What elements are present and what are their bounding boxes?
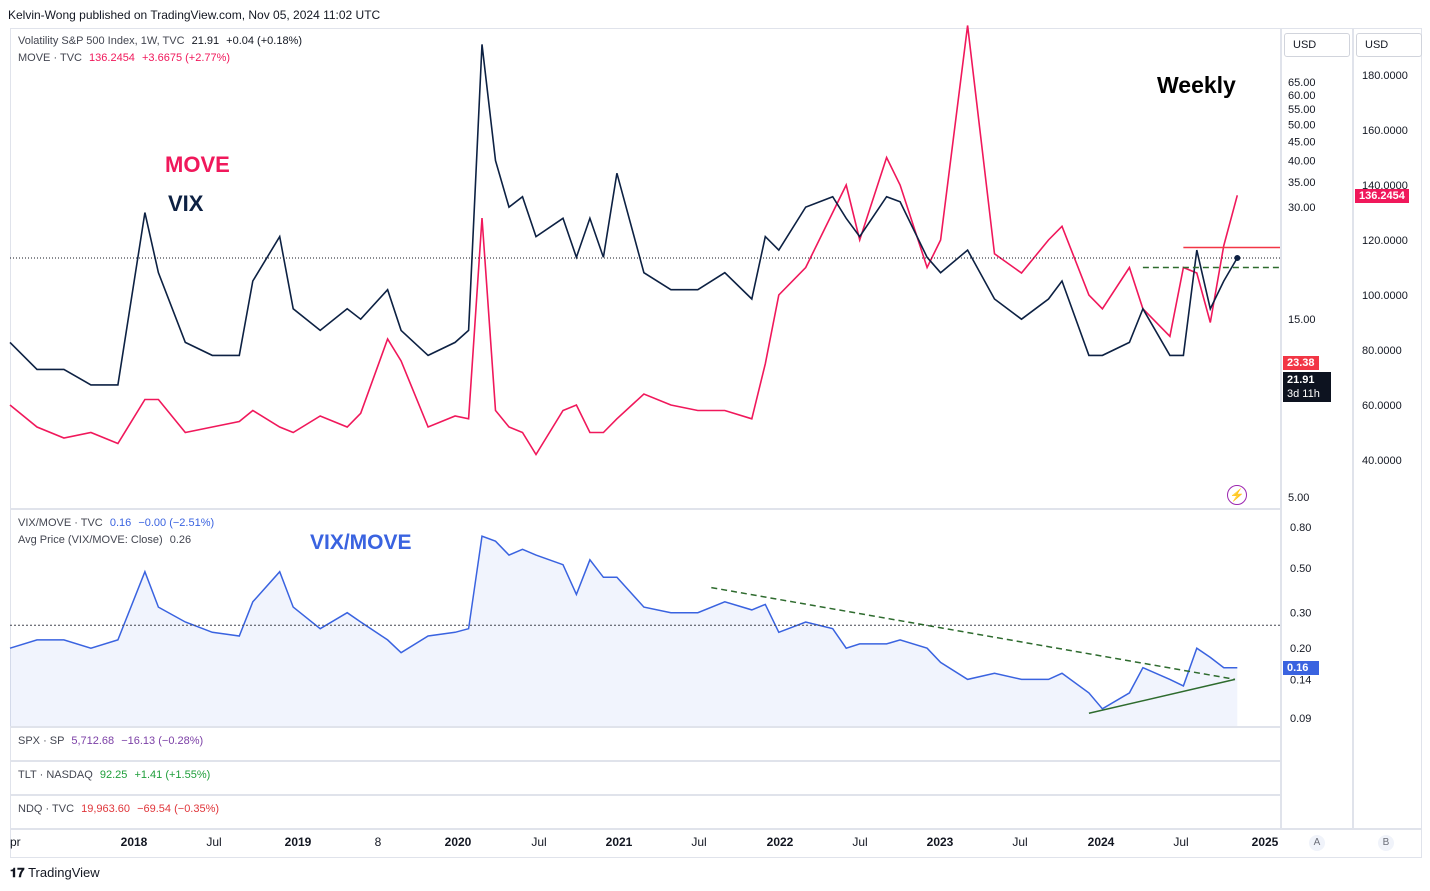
avg-legend-name: Avg Price (VIX/MOVE: Close): [18, 534, 163, 546]
vix-price-value: 21.91: [1287, 374, 1315, 386]
tlt-legend-change: +1.41 (+1.55%): [134, 769, 211, 781]
ratio-price-tag: 0.16: [1283, 661, 1319, 675]
publisher-header: Kelvin-Wong published on TradingView.com…: [8, 8, 381, 22]
spx-legend-value: 5,712.68: [71, 735, 115, 747]
lightning-icon[interactable]: ⚡: [1227, 485, 1247, 505]
vix-legend-change: +0.04 (+0.18%): [226, 35, 303, 47]
ratio-label: VIX/MOVE: [310, 531, 412, 554]
pane-button-a[interactable]: A: [1309, 835, 1325, 851]
right-axis-2[interactable]: [1352, 28, 1422, 830]
ratio-legend-name: VIX/MOVE · TVC: [18, 517, 103, 529]
vix-label: VIX: [168, 191, 204, 216]
main-pane[interactable]: [10, 28, 1282, 510]
move-legend-name: MOVE · TVC: [18, 52, 82, 64]
spx-pane[interactable]: [10, 726, 1282, 762]
avg-legend-value: 0.26: [169, 534, 192, 546]
spx-legend-change: −16.13 (−0.28%): [121, 735, 204, 747]
avg-legend[interactable]: Avg Price (VIX/MOVE: Close) 0.26: [18, 534, 191, 546]
weekly-label: Weekly: [1157, 72, 1236, 98]
footer-brand-text: TradingView: [28, 865, 100, 880]
tlt-pane[interactable]: [10, 760, 1282, 796]
ndq-legend-value: 19,963.60: [81, 803, 131, 815]
move-label: MOVE: [165, 152, 230, 177]
spx-legend-name: SPX · SP: [18, 735, 65, 747]
currency-right[interactable]: USD: [1356, 33, 1422, 57]
ratio-pane[interactable]: [10, 508, 1282, 728]
x-axis[interactable]: [10, 828, 1422, 858]
move-legend[interactable]: MOVE · TVC 136.2454 +3.6675 (+2.77%): [18, 52, 230, 64]
vix-legend-value: 21.91: [191, 35, 220, 47]
vix-legend-name: Volatility S&P 500 Index, 1W, TVC: [18, 35, 185, 47]
right-axis-1[interactable]: [1280, 28, 1354, 830]
vix-price-tag: 21.91 3d 11h: [1283, 372, 1331, 402]
move-legend-value: 136.2454: [89, 52, 135, 64]
countdown: 3d 11h: [1287, 388, 1320, 400]
footer-brand: 𝟏𝟕 TradingView: [10, 865, 100, 881]
resistance-price-tag: 23.38: [1283, 356, 1319, 370]
pane-button-b[interactable]: B: [1378, 835, 1394, 851]
ndq-pane[interactable]: [10, 794, 1282, 830]
ndq-legend-change: −69.54 (−0.35%): [137, 803, 220, 815]
spx-legend[interactable]: SPX · SP 5,712.68 −16.13 (−0.28%): [18, 735, 203, 747]
vix-legend[interactable]: Volatility S&P 500 Index, 1W, TVC 21.91 …: [18, 35, 302, 47]
tradingview-logo-icon: 𝟏𝟕: [10, 865, 25, 880]
currency-left[interactable]: USD: [1284, 33, 1350, 57]
ndq-legend[interactable]: NDQ · TVC 19,963.60 −69.54 (−0.35%): [18, 803, 219, 815]
ratio-legend[interactable]: VIX/MOVE · TVC 0.16 −0.00 (−2.51%): [18, 517, 214, 529]
ndq-legend-name: NDQ · TVC: [18, 803, 75, 815]
tlt-legend-name: TLT · NASDAQ: [18, 769, 93, 781]
tlt-legend[interactable]: TLT · NASDAQ 92.25 +1.41 (+1.55%): [18, 769, 210, 781]
ratio-legend-value: 0.16: [109, 517, 132, 529]
tlt-legend-value: 92.25: [99, 769, 128, 781]
move-legend-change: +3.6675 (+2.77%): [142, 52, 231, 64]
ratio-legend-change: −0.00 (−2.51%): [138, 517, 215, 529]
move-price-tag: 136.2454: [1355, 189, 1409, 203]
